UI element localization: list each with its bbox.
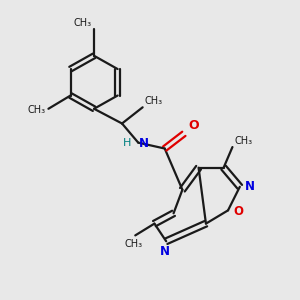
Text: CH₃: CH₃	[145, 96, 163, 106]
Text: CH₃: CH₃	[27, 105, 46, 115]
Text: N: N	[139, 137, 149, 150]
Text: N: N	[245, 180, 255, 193]
Text: O: O	[188, 119, 199, 132]
Text: O: O	[233, 205, 243, 218]
Text: CH₃: CH₃	[74, 18, 92, 28]
Text: N: N	[160, 245, 170, 258]
Text: CH₃: CH₃	[125, 239, 143, 249]
Text: H: H	[122, 138, 131, 148]
Text: CH₃: CH₃	[235, 136, 253, 146]
